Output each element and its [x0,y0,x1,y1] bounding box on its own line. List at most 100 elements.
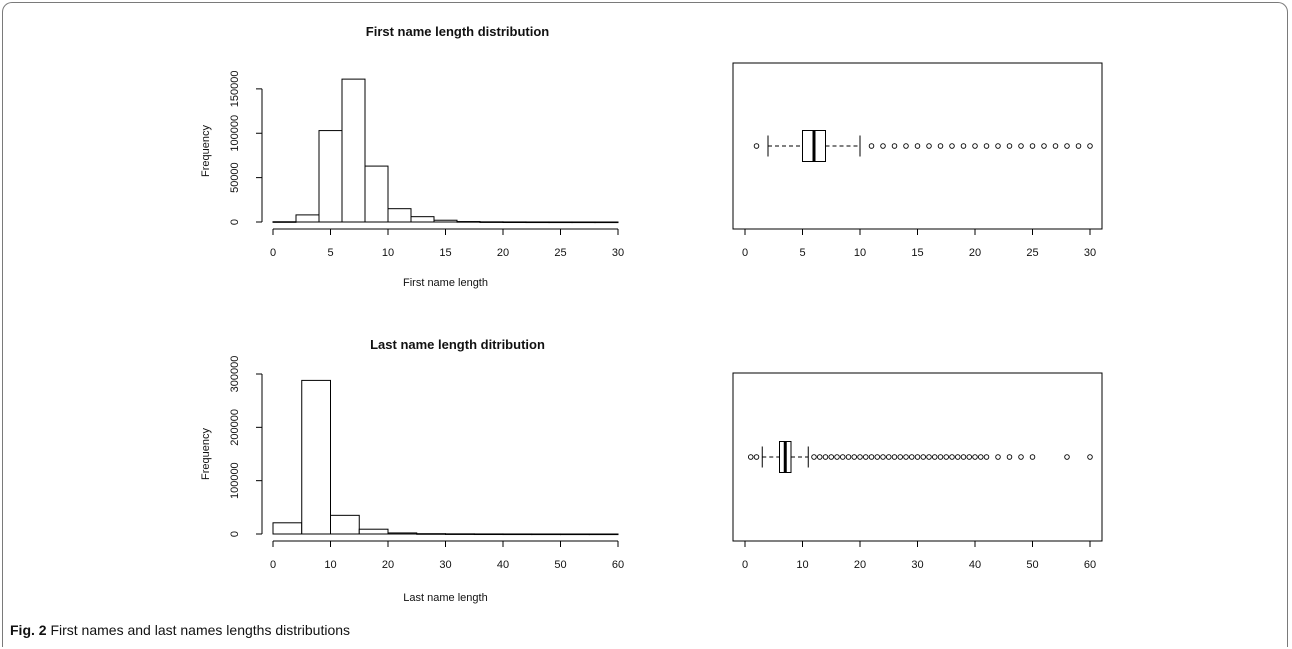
first-box-x-tick-label: 20 [969,247,981,259]
last-box-outlier-point [932,454,938,460]
first-box-outlier-point [891,143,898,149]
last-box-outlier-point [937,454,944,460]
last-box-outlier-point [909,454,915,460]
last-box-x-tick-label: 50 [1026,559,1038,571]
last-hist-y-tick-label: 100000 [229,462,241,499]
first-box-x-tick-label: 25 [1026,247,1038,259]
first-hist-x-tick-label: 20 [497,247,509,259]
first-hist-x-tick-label: 5 [327,247,333,259]
last-box-outlier-point [891,454,898,460]
last-box-outlier-point [972,454,978,460]
last-box-outlier-point [1087,454,1093,460]
first-box-outlier-point [1052,143,1059,149]
first-hist-bar [318,130,343,223]
last-box-outlier-point [960,454,967,460]
last-box-outlier-point [983,454,990,460]
first-hist-bar [341,78,366,223]
first-hist-bar [571,221,596,224]
last-box-outlier-point [834,454,840,460]
first-hist-x-tick-label: 25 [554,247,566,259]
first-hist-y-label: Frequency [200,125,212,177]
last-box-outlier-point [1029,454,1036,460]
first-box-outlier-point [1006,143,1013,149]
last-box-x-tick-label: 0 [742,559,748,571]
last-box-outlier-point [748,454,754,460]
first-hist-bar [387,208,412,223]
last-hist-bar [473,533,504,536]
first-hist-bar [410,216,435,223]
first-box-outlier-point [753,143,760,149]
first-hist-x-tick-label: 30 [612,247,624,259]
last-hist-bar [330,514,360,535]
last-box-outlier-point [1064,454,1070,460]
last-box-outlier-point [811,454,817,460]
first-box-x-tick-label: 10 [854,247,866,259]
last-box-outlier-point [914,454,921,460]
first-box-outlier-point [868,143,875,149]
last-box-outlier-point [920,454,927,460]
last-hist-y-tick-label: 300000 [229,356,241,393]
first-hist-y-tick-label: 150000 [229,71,241,108]
last-hist-x-tick-label: 30 [439,559,451,571]
first-box-x-tick-label: 30 [1084,247,1096,259]
first-box-outlier-point [914,143,921,149]
last-box-outlier-point [949,454,955,460]
last-hist-bar [416,533,446,535]
first-hist-bar [594,221,619,224]
last-box-outlier-point [817,454,823,460]
first-box-outlier-point [1029,143,1036,149]
first-box-outlier-point [1075,143,1082,149]
first-box-outlier-point [1041,143,1047,149]
last-box-x-tick-label: 10 [796,559,808,571]
first-box-outlier-point [903,143,909,149]
last-box-x-tick-label: 60 [1084,559,1096,571]
first-hist-bar [502,221,527,224]
first-box-outlier-point [983,143,990,149]
last-box-outlier-point [955,454,961,460]
last-hist-bar [445,533,475,535]
first-box-outlier-point [949,143,955,149]
last-hist-bar [387,532,418,535]
last-box-outlier-point [851,454,858,460]
first-box-outlier-point [1018,143,1024,149]
last-hist-x-tick-label: 20 [382,559,394,571]
first-hist-bar [479,221,504,223]
last-box-outlier-point [753,454,760,460]
first-box-outlier-point [972,143,978,149]
first-box-outlier-point [926,143,932,149]
last-box-outlier-point [966,454,973,460]
first-hist-x-tick-label: 15 [439,247,451,259]
last-box-outlier-point [828,454,835,460]
last-box-outlier-point [868,454,875,460]
last-box-outlier-point [874,454,881,460]
last-hist-y-tick-label: 200000 [229,409,241,446]
first-hist-y-tick-label: 100000 [229,115,241,152]
first-hist-y-tick-label: 0 [229,219,241,225]
last-hist-x-label: Last name length [403,592,487,604]
last-box-outlier-point [926,454,932,460]
last-box-outlier-point [822,454,829,460]
first-hist-bar [433,219,458,223]
last-box-x-tick-label: 40 [969,559,981,571]
caption-label: Fig. 2 [10,622,47,638]
last-hist-bar [301,379,331,535]
last-box-outlier-point [1018,454,1024,460]
first-box-x-tick-label: 5 [799,247,805,259]
last-hist-x-tick-label: 0 [270,559,276,571]
last-box-outlier-point [880,454,886,460]
first-hist-x-tick-label: 0 [270,247,276,259]
first-box-x-tick-label: 15 [911,247,923,259]
last-box-outlier-point [897,454,904,460]
last-box-outlier-point [995,454,1001,460]
last-hist-bar [560,533,590,536]
first-hist-x-label: First name length [403,277,488,289]
last-hist-y-label: Frequency [200,428,212,480]
last-box-outlier-point [857,454,863,460]
last-hist-bar [358,528,389,535]
first-hist-bar [272,221,297,223]
first-box-outlier-point [1087,143,1093,149]
last-hist-bar [588,533,619,536]
first-box-outlier-point [960,143,967,149]
